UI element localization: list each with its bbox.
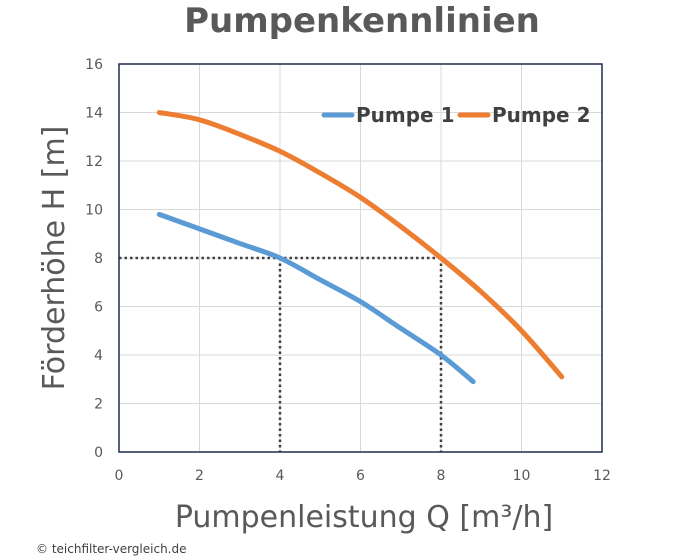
x-tick-label: 0: [115, 468, 124, 484]
y-tick-label: 16: [85, 57, 103, 73]
x-tick-label: 4: [276, 468, 285, 484]
legend-label-pumpe-1: Pumpe 1: [356, 103, 455, 127]
legend: Pumpe 1 Pumpe 2: [321, 103, 591, 127]
y-tick-label: 10: [85, 203, 103, 219]
x-tick-label: 2: [195, 468, 204, 484]
tick-labels: 0 2 4 6 8 10 12 0 2 4 6 8 10 12 14 16: [85, 57, 611, 484]
x-axis-title: Pumpenleistung Q [m³/h]: [175, 500, 553, 535]
y-tick-label: 0: [94, 445, 103, 461]
series-lines: [156, 110, 565, 385]
y-axis-title: Förderhöhe H [m]: [37, 126, 72, 391]
x-tick-label: 12: [593, 468, 611, 484]
copyright-notice: © teichfilter-vergleich.de: [36, 542, 187, 556]
y-tick-label: 6: [94, 300, 103, 316]
plot-area-border: [118, 63, 603, 453]
chart-title: Pumpenkennlinien: [184, 1, 540, 41]
y-tick-label: 12: [85, 154, 103, 170]
y-tick-label: 14: [85, 106, 103, 122]
y-tick-label: 2: [94, 397, 103, 413]
legend-label-pumpe-2: Pumpe 2: [492, 103, 591, 127]
y-tick-label: 4: [94, 348, 103, 364]
x-tick-label: 8: [437, 468, 446, 484]
x-tick-label: 10: [513, 468, 531, 484]
x-tick-label: 6: [356, 468, 365, 484]
series-line-pumpe-1: [156, 211, 476, 385]
y-tick-label: 8: [94, 251, 103, 267]
series-line-pumpe-2: [156, 110, 565, 380]
